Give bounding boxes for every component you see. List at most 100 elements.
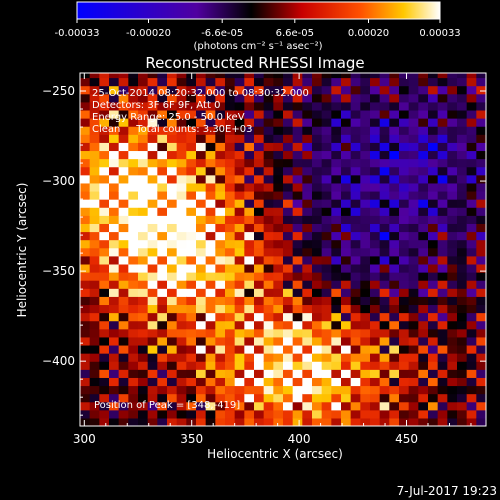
heatmap-cell <box>292 109 303 119</box>
heatmap-cell <box>263 109 274 119</box>
heatmap-cell <box>263 288 274 297</box>
heatmap-cell <box>389 93 400 103</box>
heatmap-cell <box>331 134 342 143</box>
heatmap-cell <box>379 312 390 322</box>
heatmap-cell <box>244 336 255 346</box>
heatmap-cell <box>215 174 226 184</box>
heatmap-cell <box>205 77 216 87</box>
heatmap-cell <box>118 312 129 322</box>
heatmap-cell <box>157 101 168 111</box>
heatmap-cell <box>109 142 120 152</box>
heatmap-cell <box>128 118 139 127</box>
heatmap-cell <box>312 417 323 426</box>
heatmap-cell <box>147 385 158 395</box>
heatmap-cell <box>292 353 303 362</box>
heatmap-cell <box>186 377 197 387</box>
heatmap-cell <box>370 199 381 208</box>
heatmap-cell <box>109 134 120 143</box>
heatmap-cell <box>350 174 361 184</box>
heatmap-cell <box>99 215 110 224</box>
heatmap-cell <box>118 158 129 168</box>
heatmap-cell <box>99 401 110 411</box>
heatmap-cell <box>418 385 429 395</box>
heatmap-cell <box>350 417 361 426</box>
heatmap-cell <box>447 393 458 403</box>
heatmap-cell <box>408 369 419 378</box>
heatmap-cell <box>109 344 120 354</box>
heatmap-cell <box>234 182 245 192</box>
heatmap-cell <box>457 336 468 346</box>
heatmap-cell <box>118 182 129 192</box>
heatmap-cell <box>370 77 381 87</box>
heatmap-cell <box>186 126 197 135</box>
heatmap-cell <box>341 174 352 184</box>
heatmap-cell <box>476 280 486 289</box>
heatmap-cell <box>273 288 284 297</box>
heatmap-cell <box>99 369 110 378</box>
heatmap-cell <box>476 150 486 160</box>
heatmap-cell <box>428 190 439 200</box>
heatmap-cell <box>254 215 265 224</box>
heatmap-cell <box>399 280 410 289</box>
heatmap-cell <box>80 190 91 200</box>
heatmap-cell <box>99 142 110 152</box>
heatmap-cell <box>118 118 129 127</box>
heatmap-cell <box>466 377 477 387</box>
heatmap-cell <box>447 73 458 79</box>
heatmap-cell <box>389 134 400 143</box>
heatmap-cell <box>331 215 342 224</box>
heatmap-cell <box>437 296 448 306</box>
heatmap-cell <box>167 142 178 152</box>
heatmap-cell <box>466 166 477 176</box>
heatmap-cell <box>370 377 381 387</box>
heatmap-cell <box>109 288 120 297</box>
heatmap-cell <box>283 369 294 378</box>
heatmap-cell <box>273 280 284 289</box>
heatmap-cell <box>370 142 381 152</box>
heatmap-cell <box>186 118 197 127</box>
heatmap-cell <box>196 174 207 184</box>
heatmap-cell <box>457 77 468 87</box>
heatmap-cell <box>447 272 458 281</box>
heatmap-cell <box>457 142 468 152</box>
heatmap-cell <box>466 150 477 160</box>
heatmap-cell <box>244 320 255 330</box>
heatmap-cell <box>109 304 120 314</box>
heatmap-cell <box>418 223 429 233</box>
heatmap-cell <box>99 174 110 184</box>
heatmap-cell <box>437 393 448 403</box>
heatmap-cell <box>370 393 381 403</box>
heatmap-cell <box>370 182 381 192</box>
heatmap-cell <box>283 336 294 346</box>
heatmap-cell <box>457 417 468 426</box>
heatmap-cell <box>118 199 129 208</box>
heatmap-cell <box>379 401 390 411</box>
heatmap-cell <box>428 231 439 241</box>
heatmap-cell <box>89 166 100 176</box>
heatmap-cell <box>128 126 139 135</box>
heatmap-cell <box>254 93 265 103</box>
heatmap-cell <box>350 263 361 273</box>
heatmap-cell <box>466 199 477 208</box>
heatmap-cell <box>379 231 390 241</box>
heatmap-cell <box>476 361 486 370</box>
heatmap-cell <box>302 296 313 306</box>
heatmap-cell <box>244 134 255 143</box>
heatmap-cell <box>283 255 294 265</box>
heatmap-cell <box>437 182 448 192</box>
heatmap-cell <box>283 93 294 103</box>
heatmap-cell <box>138 126 149 135</box>
heatmap-cell <box>331 361 342 370</box>
heatmap-cell <box>157 223 168 233</box>
heatmap-cell <box>263 158 274 168</box>
heatmap-cell <box>186 385 197 395</box>
heatmap-cell <box>147 312 158 322</box>
heatmap-cell <box>215 166 226 176</box>
heatmap-cell <box>466 353 477 362</box>
heatmap-cell <box>466 118 477 127</box>
heatmap-cell <box>466 85 477 95</box>
heatmap-cell <box>186 134 197 143</box>
heatmap-cell <box>399 377 410 387</box>
heatmap-cell <box>186 312 197 322</box>
heatmap-cell <box>196 385 207 395</box>
